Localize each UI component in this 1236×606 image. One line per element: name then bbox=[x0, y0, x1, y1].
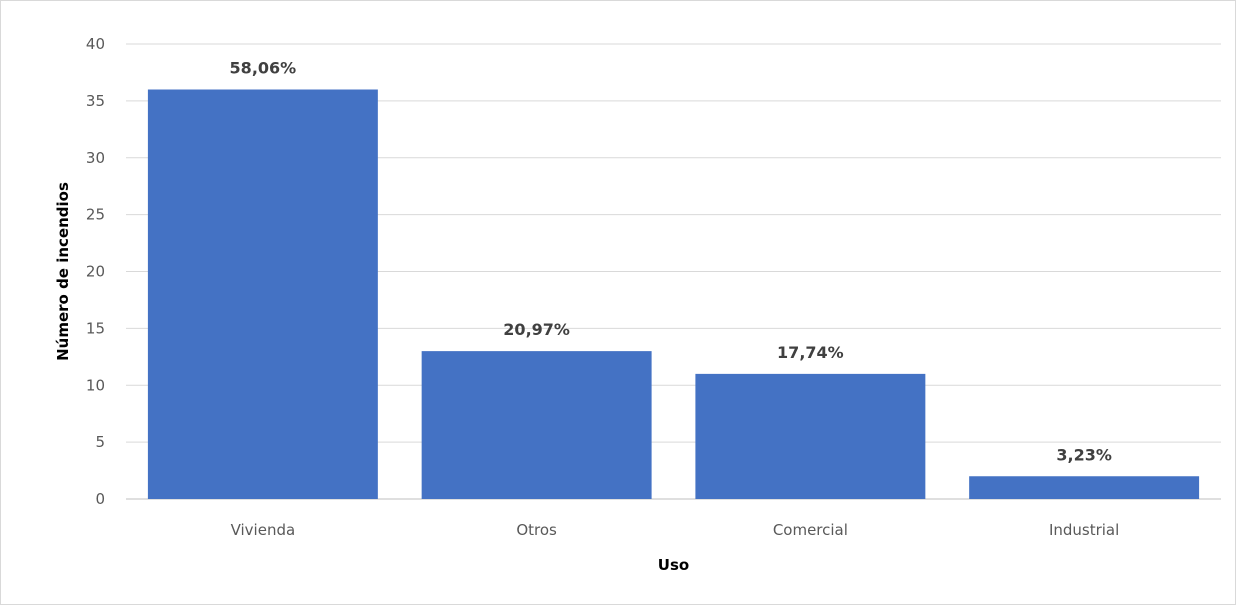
category-label-otros: Otros bbox=[516, 521, 557, 539]
bar-comercial bbox=[695, 373, 926, 499]
bar-vivienda bbox=[147, 89, 378, 499]
data-label-otros: 20,97% bbox=[503, 320, 570, 339]
data-labels: 58,06% 20,97% 17,74% 3,23% bbox=[230, 59, 1112, 465]
x-axis-categories: Vivienda Otros Comercial Industrial bbox=[231, 521, 1120, 539]
y-tick-label: 40 bbox=[86, 35, 105, 53]
bar-otros bbox=[421, 351, 652, 499]
x-axis-title: Uso bbox=[658, 556, 689, 574]
bar-industrial bbox=[969, 476, 1200, 499]
data-label-industrial: 3,23% bbox=[1056, 445, 1112, 464]
data-label-vivienda: 58,06% bbox=[230, 59, 297, 78]
y-tick-label: 15 bbox=[86, 319, 105, 337]
bars bbox=[147, 89, 1200, 499]
y-tick-label: 10 bbox=[86, 376, 105, 394]
category-label-comercial: Comercial bbox=[773, 521, 848, 539]
y-tick-label: 30 bbox=[86, 149, 105, 167]
category-label-industrial: Industrial bbox=[1049, 521, 1119, 539]
y-tick-label: 5 bbox=[95, 433, 105, 451]
data-label-comercial: 17,74% bbox=[777, 343, 844, 362]
y-tick-label: 25 bbox=[86, 206, 105, 224]
y-axis-title: Número de incendios bbox=[54, 182, 72, 361]
y-axis-ticks: 0 5 10 15 20 25 30 35 40 bbox=[86, 35, 105, 508]
y-tick-label: 20 bbox=[86, 263, 105, 281]
category-label-vivienda: Vivienda bbox=[231, 521, 296, 539]
y-tick-label: 0 bbox=[95, 490, 105, 508]
y-tick-label: 35 bbox=[86, 92, 105, 110]
